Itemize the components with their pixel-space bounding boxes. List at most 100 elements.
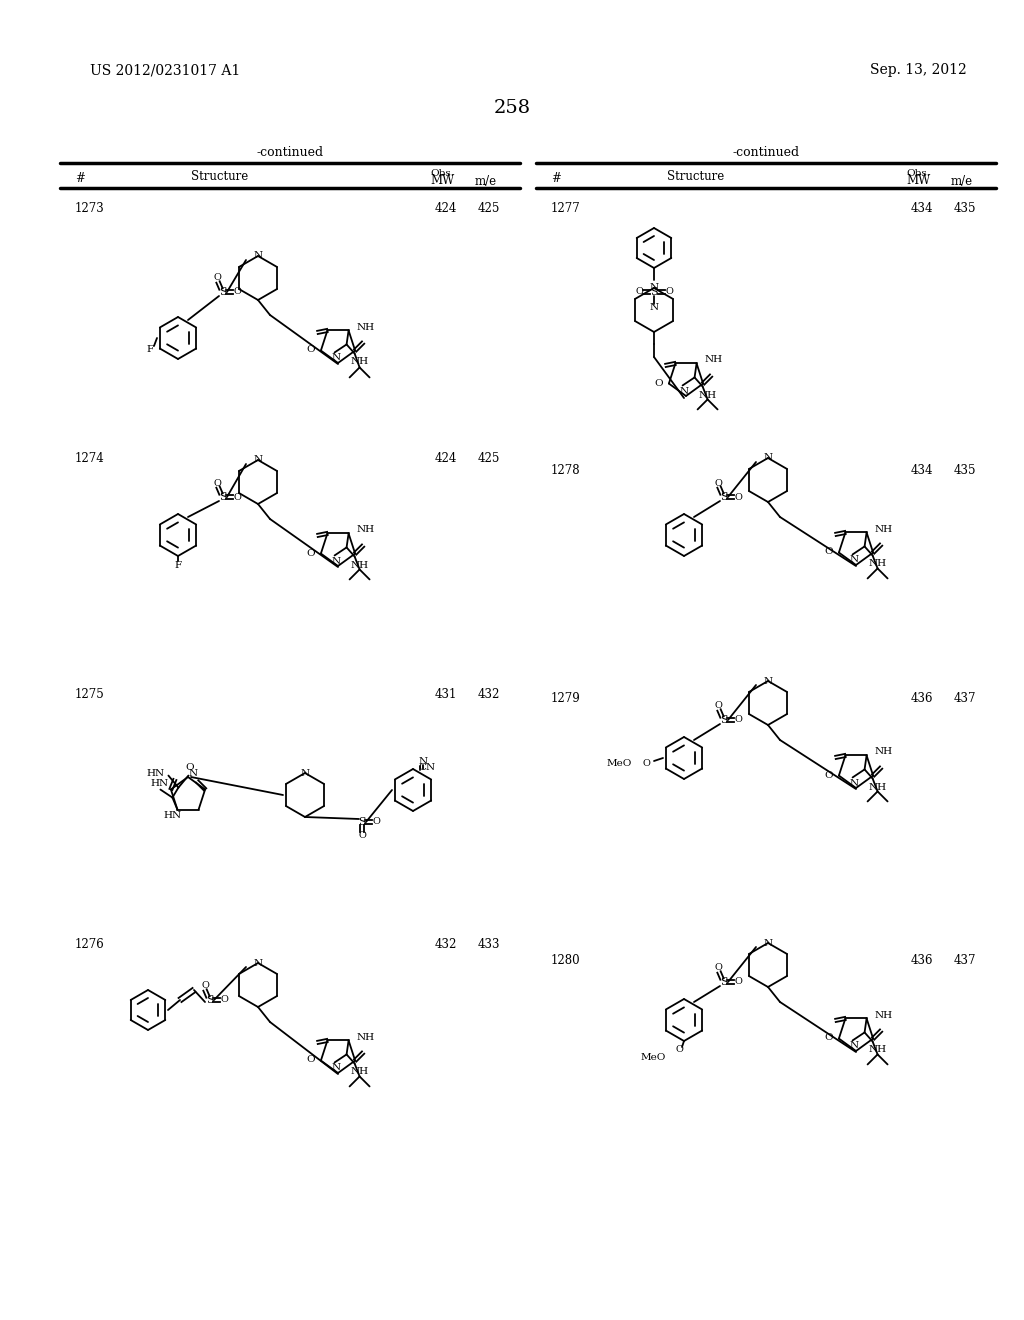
Text: 258: 258 [494,99,530,117]
Text: 1278: 1278 [551,463,581,477]
Text: F: F [146,345,154,354]
Text: O: O [372,817,380,826]
Text: NH: NH [869,1045,887,1055]
Text: S: S [650,286,657,297]
Text: 425: 425 [478,202,501,214]
Text: 424: 424 [435,202,458,214]
Text: O: O [824,771,834,780]
Text: NH: NH [357,525,375,535]
Text: O: O [201,982,209,990]
Text: S: S [358,817,366,828]
Text: m/e: m/e [951,174,973,187]
Text: N: N [649,284,658,293]
Text: O: O [233,492,241,502]
Text: 1276: 1276 [75,939,104,952]
Text: -continued: -continued [256,147,324,160]
Text: O: O [635,288,643,297]
Text: 1277: 1277 [551,202,581,214]
Text: N: N [764,676,772,685]
Text: S: S [219,286,226,297]
Text: O: O [642,759,650,767]
Text: O: O [734,715,742,725]
Text: 435: 435 [954,463,977,477]
Text: O: O [675,1045,683,1055]
Text: N: N [764,939,772,948]
Text: 431: 431 [435,689,458,701]
Text: US 2012/0231017 A1: US 2012/0231017 A1 [90,63,241,77]
Text: O: O [714,701,722,710]
Text: 437: 437 [954,953,977,966]
Text: O: O [213,273,221,282]
Text: CN: CN [419,763,435,771]
Text: NH: NH [351,1068,369,1077]
Text: 1275: 1275 [75,689,104,701]
Text: O: O [220,995,228,1005]
Text: N: N [764,454,772,462]
Text: Obs.: Obs. [906,169,930,177]
Text: O: O [654,379,664,388]
Text: S: S [206,995,214,1005]
Text: S: S [720,715,728,725]
Text: #: # [551,173,561,186]
Text: O: O [185,763,195,771]
Text: #: # [75,173,85,186]
Text: MeO: MeO [641,1053,666,1063]
Text: O: O [824,1034,834,1043]
Text: O: O [714,964,722,973]
Text: N: N [253,958,262,968]
Text: N: N [300,768,309,777]
Text: HN: HN [151,779,169,788]
Text: NH: NH [699,391,717,400]
Text: MW: MW [430,174,455,187]
Text: 432: 432 [435,939,458,952]
Text: O: O [665,288,673,297]
Text: 436: 436 [911,692,934,705]
Text: O: O [306,346,315,355]
Text: NH: NH [351,561,369,569]
Text: NH: NH [705,355,723,364]
Text: Structure: Structure [191,170,249,183]
Text: S: S [720,977,728,987]
Text: O: O [824,548,834,557]
Text: 425: 425 [478,451,501,465]
Text: 434: 434 [911,202,934,214]
Text: N: N [850,1041,858,1051]
Text: N: N [332,557,341,565]
Text: MW: MW [906,174,930,187]
Text: NH: NH [874,524,893,533]
Text: NH: NH [874,747,893,756]
Text: N: N [332,354,341,363]
Text: m/e: m/e [475,174,497,187]
Text: HN: HN [146,768,165,777]
Text: NH: NH [351,358,369,367]
Text: N: N [188,768,198,777]
Text: 432: 432 [478,689,501,701]
Text: 436: 436 [911,953,934,966]
Text: 1280: 1280 [551,953,581,966]
Text: S: S [219,492,226,502]
Text: MeO: MeO [606,759,632,767]
Text: N: N [253,252,262,260]
Text: NH: NH [869,560,887,569]
Text: 1279: 1279 [551,692,581,705]
Text: N: N [680,387,688,396]
Text: O: O [734,492,742,502]
Text: O: O [714,479,722,487]
Text: Obs.: Obs. [430,169,454,177]
Text: Sep. 13, 2012: Sep. 13, 2012 [870,63,967,77]
Text: F: F [174,561,181,569]
Text: O: O [306,1056,315,1064]
Text: N: N [649,304,658,313]
Text: NH: NH [357,322,375,331]
Text: Structure: Structure [668,170,725,183]
Text: O: O [358,832,366,841]
Text: 1273: 1273 [75,202,104,214]
Text: -continued: -continued [732,147,800,160]
Text: 433: 433 [478,939,501,952]
Text: N: N [419,758,428,767]
Text: 437: 437 [954,692,977,705]
Text: 435: 435 [954,202,977,214]
Text: HN: HN [164,810,182,820]
Text: N: N [850,779,858,788]
Text: S: S [720,492,728,502]
